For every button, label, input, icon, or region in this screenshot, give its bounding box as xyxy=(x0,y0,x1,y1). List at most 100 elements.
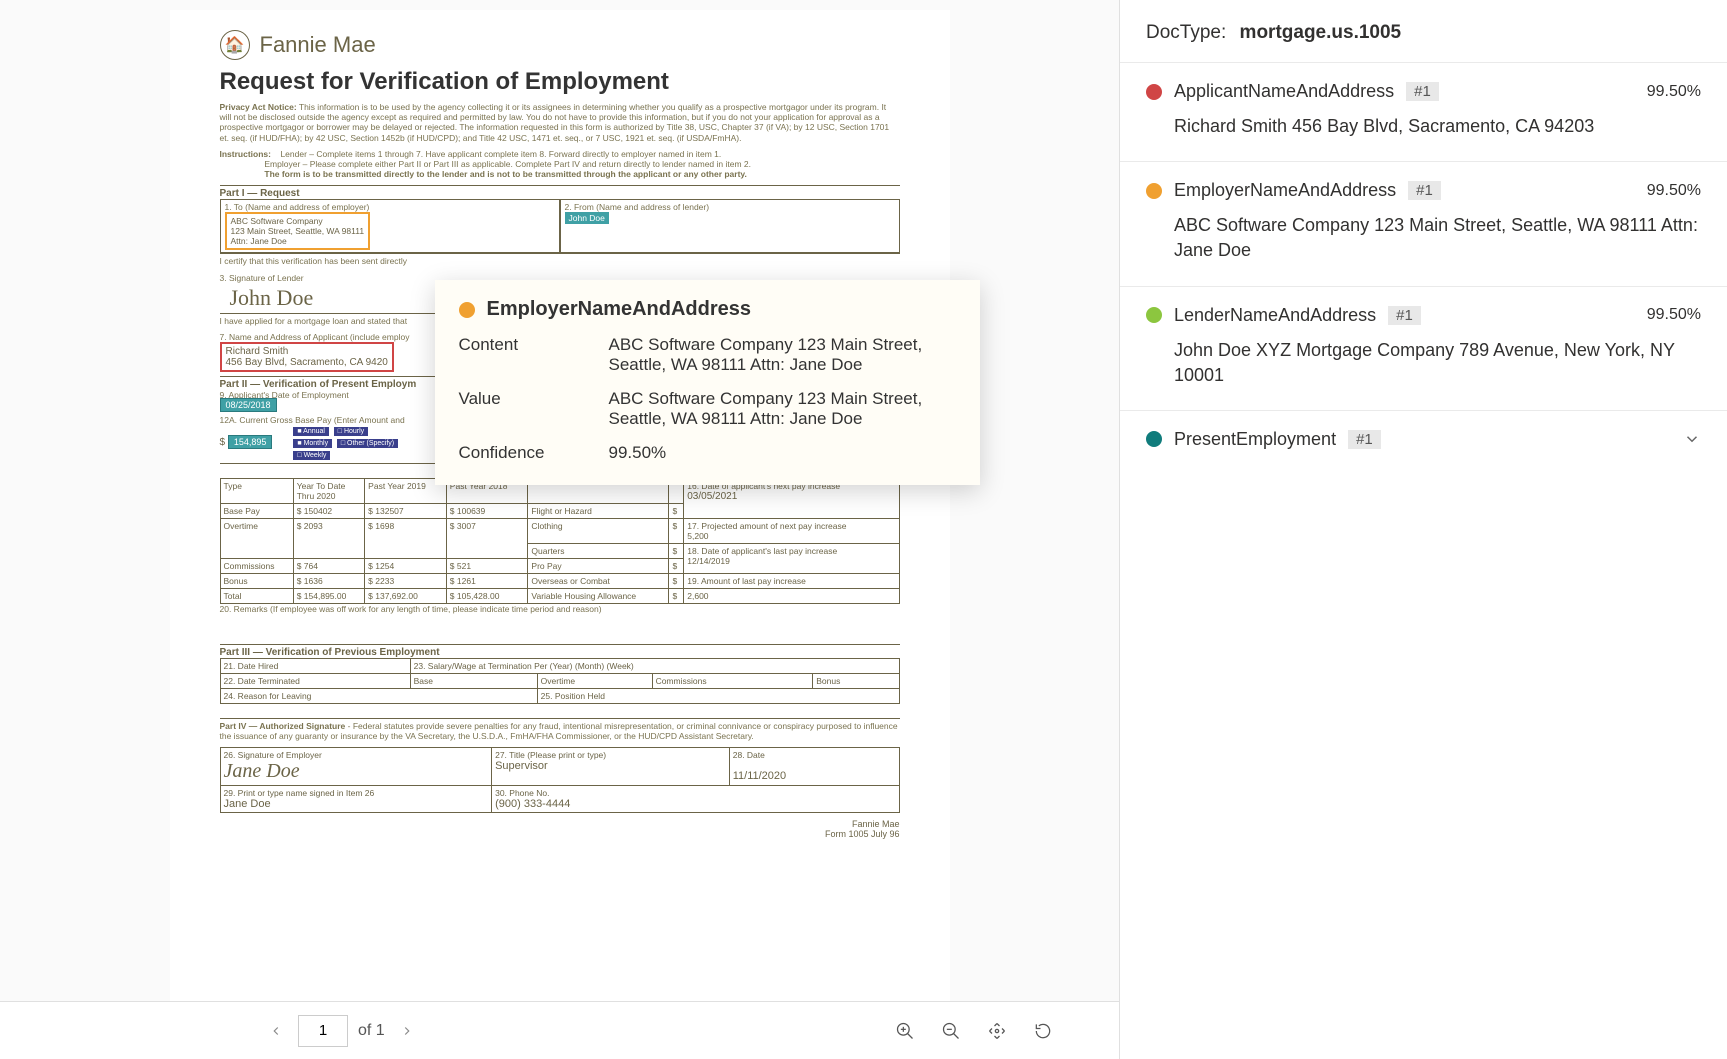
field18: 18. Date of applicant's last pay increas… xyxy=(687,546,837,556)
entity-applicant[interactable]: ApplicantNameAndAddress #1 99.50% Richar… xyxy=(1120,62,1727,161)
entity-value: John Doe XYZ Mortgage Company 789 Avenue… xyxy=(1174,338,1701,388)
privacy-text: This information is to be used by the ag… xyxy=(220,102,890,143)
total-py1: 137,692.00 xyxy=(375,591,418,601)
privacy-label: Privacy Act Notice: xyxy=(220,102,297,112)
base-py1: 132507 xyxy=(375,506,403,516)
col-propay: Pro Pay xyxy=(528,558,669,573)
th-ytd: Year To Date xyxy=(297,481,346,491)
instructions-label: Instructions: xyxy=(220,149,271,159)
pager-bar: of 1 xyxy=(0,1001,1119,1059)
col-overseas: Overseas or Combat xyxy=(528,573,669,588)
entity-dot-icon xyxy=(1146,431,1162,447)
entity-dot-icon xyxy=(1146,183,1162,199)
employer-line2: 123 Main Street, Seattle, WA 98111 xyxy=(231,226,365,236)
th-py1: Past Year xyxy=(368,481,404,491)
applicant-highlight[interactable]: Richard Smith 456 Bay Blvd, Sacramento, … xyxy=(220,342,394,372)
part4-table: 26. Signature of EmployerJane Doe 27. Ti… xyxy=(220,747,900,813)
fit-button[interactable] xyxy=(985,1019,1009,1043)
base-py2: 100639 xyxy=(457,506,485,516)
chip-hourly: □ Hourly xyxy=(334,427,368,436)
tooltip-value-value: ABC Software Company 123 Main Street, Se… xyxy=(609,389,956,429)
instructions-bold: The form is to be transmitted directly t… xyxy=(264,169,747,179)
col-quarters: Quarters xyxy=(528,543,669,558)
applicant-line1: Richard Smith xyxy=(226,346,388,357)
tooltip-content-value: ABC Software Company 123 Main Street, Se… xyxy=(609,335,956,375)
col-flight: Flight or Hazard xyxy=(528,503,669,518)
field30-value: (900) 333-4444 xyxy=(495,798,570,810)
comm-ytd: 764 xyxy=(304,561,318,571)
employer-line3: Attn: Jane Doe xyxy=(231,236,365,246)
document-viewer-panel: 🏠 Fannie Mae Request for Verification of… xyxy=(0,0,1120,1059)
tooltip-conf-label: Confidence xyxy=(459,443,599,463)
entity-name: LenderNameAndAddress xyxy=(1174,305,1376,326)
entity-present-employment[interactable]: PresentEmployment #1 xyxy=(1120,410,1727,472)
zoom-out-button[interactable] xyxy=(939,1019,963,1043)
ot-py1: 1698 xyxy=(375,521,394,531)
chip-monthly: ■ Monthly xyxy=(293,439,332,448)
applicant-line2: 456 Bay Blvd, Sacramento, CA 9420 xyxy=(226,357,388,368)
employer-line1: ABC Software Company xyxy=(231,216,365,226)
entity-confidence: 99.50% xyxy=(1647,182,1701,200)
entity-dot-icon xyxy=(1146,307,1162,323)
field28: 28. Date xyxy=(733,750,765,760)
footer-form: Form 1005 July 96 xyxy=(220,829,900,839)
part4-header-row: Part IV — Authorized Signature - Federal… xyxy=(220,718,900,741)
part3-header: Part III — Verification of Previous Empl… xyxy=(220,644,900,658)
row-base: Base Pay xyxy=(220,503,293,518)
doctype-value: mortgage.us.1005 xyxy=(1240,22,1402,43)
entity-name: ApplicantNameAndAddress xyxy=(1174,81,1394,102)
footer-brand: Fannie Mae xyxy=(220,819,900,829)
entity-value: ABC Software Company 123 Main Street, Se… xyxy=(1174,213,1701,263)
field29: 29. Print or type name signed in Item 26 xyxy=(224,788,375,798)
f23-comm: Commissions xyxy=(656,676,707,686)
certify-text: I certify that this verification has bee… xyxy=(220,253,900,266)
entity-index-badge: #1 xyxy=(1408,181,1441,200)
field19: 19. Amount of last pay increase xyxy=(684,573,899,588)
privacy-notice: Privacy Act Notice: This information is … xyxy=(220,102,900,143)
field2-label: 2. From (Name and address of lender) xyxy=(565,202,895,212)
expand-icon[interactable] xyxy=(1683,430,1701,448)
lender-name-highlight[interactable]: John Doe xyxy=(565,212,609,224)
chevron-left-icon xyxy=(269,1024,283,1038)
instructions-employer: Employer – Please complete either Part I… xyxy=(264,159,751,169)
rotate-button[interactable] xyxy=(1031,1019,1055,1043)
entity-dot-icon xyxy=(1146,84,1162,100)
row-comm: Commissions xyxy=(220,558,293,573)
document-page: 🏠 Fannie Mae Request for Verification of… xyxy=(170,10,950,1001)
field29-value: Jane Doe xyxy=(224,798,271,810)
base-pay-value: 154,895 xyxy=(228,435,273,449)
field-tooltip: EmployerNameAndAddress Content ABC Softw… xyxy=(435,280,980,485)
fannie-mae-logo-icon: 🏠 xyxy=(220,30,250,60)
part1-header: Part I — Request xyxy=(220,185,900,199)
entity-employer[interactable]: EmployerNameAndAddress #1 99.50% ABC Sof… xyxy=(1120,161,1727,285)
entity-confidence: 99.50% xyxy=(1647,306,1701,324)
tooltip-conf-value: 99.50% xyxy=(609,443,956,463)
field26: 26. Signature of Employer xyxy=(224,750,322,760)
page-input[interactable] xyxy=(298,1015,348,1047)
fit-icon xyxy=(987,1021,1007,1041)
entity-lender[interactable]: LenderNameAndAddress #1 99.50% John Doe … xyxy=(1120,286,1727,410)
f23-ot: Overtime xyxy=(541,676,575,686)
results-panel: DocType: mortgage.us.1005 ApplicantNameA… xyxy=(1120,0,1727,1059)
employment-date: 08/25/2018 xyxy=(220,398,277,412)
entity-value: Richard Smith 456 Bay Blvd, Sacramento, … xyxy=(1174,114,1701,139)
next-page-button[interactable] xyxy=(395,1019,419,1043)
field23: 23. Salary/Wage at Termination Per (Year… xyxy=(414,661,634,671)
field28-value: 11/11/2020 xyxy=(733,770,786,782)
chevron-right-icon xyxy=(400,1024,414,1038)
ot-ytd: 2093 xyxy=(304,521,323,531)
bonus-py1: 2233 xyxy=(375,576,394,586)
bonus-py2: 1261 xyxy=(457,576,476,586)
entity-index-badge: #1 xyxy=(1348,430,1381,449)
field17-value: 5,200 xyxy=(687,531,708,541)
zoom-in-button[interactable] xyxy=(893,1019,917,1043)
field30: 30. Phone No. xyxy=(495,788,549,798)
prev-page-button[interactable] xyxy=(264,1019,288,1043)
col-varhousing: Variable Housing Allowance xyxy=(528,588,669,603)
row-total: Total xyxy=(220,588,293,603)
row-ot: Overtime xyxy=(220,518,293,558)
employer-highlight[interactable]: ABC Software Company 123 Main Street, Se… xyxy=(225,212,371,250)
field19-value: 2,600 xyxy=(684,588,899,603)
th-thru: Thru 2020 xyxy=(297,491,336,501)
chip-weekly: □ Weekly xyxy=(293,451,330,460)
